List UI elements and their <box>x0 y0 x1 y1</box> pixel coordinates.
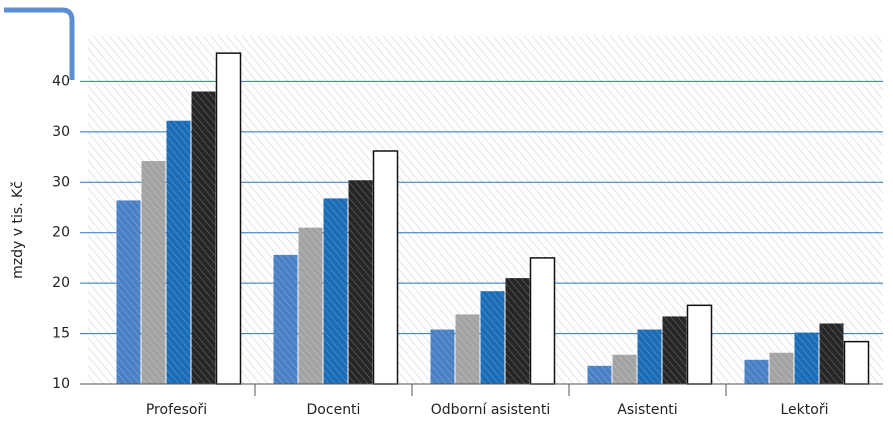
x-tick-label: Profesoři <box>146 402 207 418</box>
bar-hatch <box>769 352 794 384</box>
bar-hatch <box>273 254 298 384</box>
bar <box>529 257 556 385</box>
bar-hatch <box>323 198 348 384</box>
bar-hatch <box>455 314 480 384</box>
bar <box>215 52 242 385</box>
y-tick-label: 20 <box>52 275 70 291</box>
bar-hatch <box>662 316 687 384</box>
y-tick-label: 15 <box>52 326 70 342</box>
y-tick-label: 30 <box>52 174 70 190</box>
bar-hatch <box>480 291 505 384</box>
bar <box>372 150 399 385</box>
y-tick-label: 20 <box>52 225 70 241</box>
x-tick-label: Lektoři <box>781 402 829 418</box>
x-tick-label: Docenti <box>307 402 361 418</box>
y-tick-label: 30 <box>52 124 70 140</box>
bar-hatch <box>744 359 769 384</box>
bar-hatch <box>587 365 612 384</box>
bar-hatch <box>116 200 141 384</box>
bar <box>686 304 713 385</box>
x-tick-label: Odborní asistenti <box>431 402 551 418</box>
y-tick-label: 40 <box>52 73 70 89</box>
y-axis-label: mzdy v tis. Kč <box>10 181 26 279</box>
bar-hatch <box>298 227 323 384</box>
bar-hatch <box>191 91 216 384</box>
bar-hatch <box>819 323 844 384</box>
bar-hatch <box>505 278 530 384</box>
bar-hatch <box>430 329 455 384</box>
y-tick-label: 10 <box>52 376 70 392</box>
bar-hatch <box>612 354 637 384</box>
bar-hatch <box>794 332 819 384</box>
x-tick-label: Asistenti <box>617 402 677 418</box>
bar <box>843 340 870 385</box>
frame <box>4 7 75 80</box>
bar-hatch <box>141 161 166 384</box>
bar-hatch <box>348 180 373 384</box>
bar-hatch <box>637 329 662 384</box>
bar-hatch <box>166 120 191 384</box>
